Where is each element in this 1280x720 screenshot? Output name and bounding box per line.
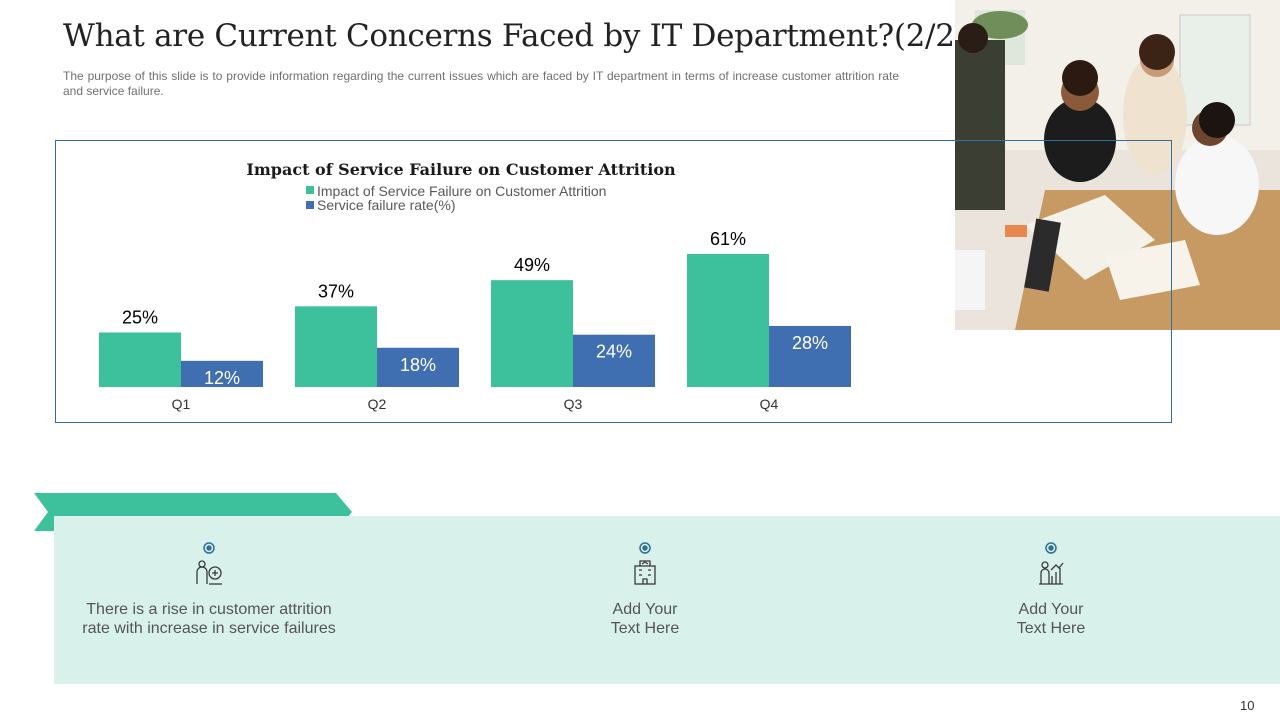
data-label-failure-q4: 28%	[792, 333, 828, 353]
building-chart-icon	[634, 560, 656, 585]
bar-failure-q2	[377, 347, 459, 387]
bar-failure-q3	[573, 334, 655, 387]
data-label-impact-q2: 37%	[318, 281, 354, 301]
x-tick-label-q1: Q1	[172, 396, 191, 412]
bar-chart: Impact of Service Failure on Customer At…	[99, 160, 851, 412]
chart-title: Impact of Service Failure on Customer At…	[246, 160, 676, 179]
data-label-impact-q3: 49%	[514, 255, 550, 275]
bullet-dot-icon	[1045, 542, 1057, 554]
x-tick-label-q3: Q3	[564, 396, 583, 412]
bar-impact-q4	[687, 254, 769, 387]
bottom-panel	[54, 516, 1280, 684]
feature-2: Add Your Text Here	[500, 542, 790, 638]
feature-2-text: Add Your Text Here	[610, 601, 680, 637]
people-growth-icon	[196, 560, 222, 585]
page-title: What are Current Concerns Faced by IT De…	[63, 18, 967, 54]
data-label-failure-q3: 24%	[596, 342, 632, 362]
bar-failure-q4	[769, 325, 851, 387]
legend-label-impact: Impact of Service Failure on Customer At…	[317, 183, 606, 199]
bar-impact-q3	[491, 280, 573, 387]
page-number: 10	[1240, 698, 1255, 713]
data-label-impact-q4: 61%	[710, 229, 746, 249]
feature-3: Add Your Text Here	[906, 542, 1196, 638]
legend-swatch-impact	[306, 186, 314, 194]
feature-3-text: Add Your Text Here	[1016, 601, 1086, 637]
bar-impact-q1	[99, 332, 181, 387]
bar-failure-q1	[181, 360, 263, 387]
bullet-dot-icon	[203, 542, 215, 554]
bar-impact-q2	[295, 306, 377, 387]
legend-swatch-failure	[306, 201, 314, 209]
data-label-impact-q1: 25%	[122, 307, 158, 327]
data-label-failure-q2: 18%	[400, 355, 436, 375]
x-tick-label-q2: Q2	[368, 396, 387, 412]
legend-label-failure: Service failure rate(%)	[317, 197, 456, 213]
x-tick-label-q4: Q4	[760, 396, 779, 412]
bullet-dot-icon	[639, 542, 651, 554]
page-subtitle: The purpose of this slide is to provide …	[63, 69, 899, 98]
feature-1: There is a rise in customer attrition ra…	[64, 542, 354, 638]
person-chart-icon	[1039, 561, 1064, 585]
feature-1-text: There is a rise in customer attrition ra…	[82, 601, 336, 637]
data-label-failure-q1: 12%	[204, 368, 240, 388]
team-meeting-photo	[955, 0, 1280, 330]
chart-frame	[55, 140, 1172, 423]
